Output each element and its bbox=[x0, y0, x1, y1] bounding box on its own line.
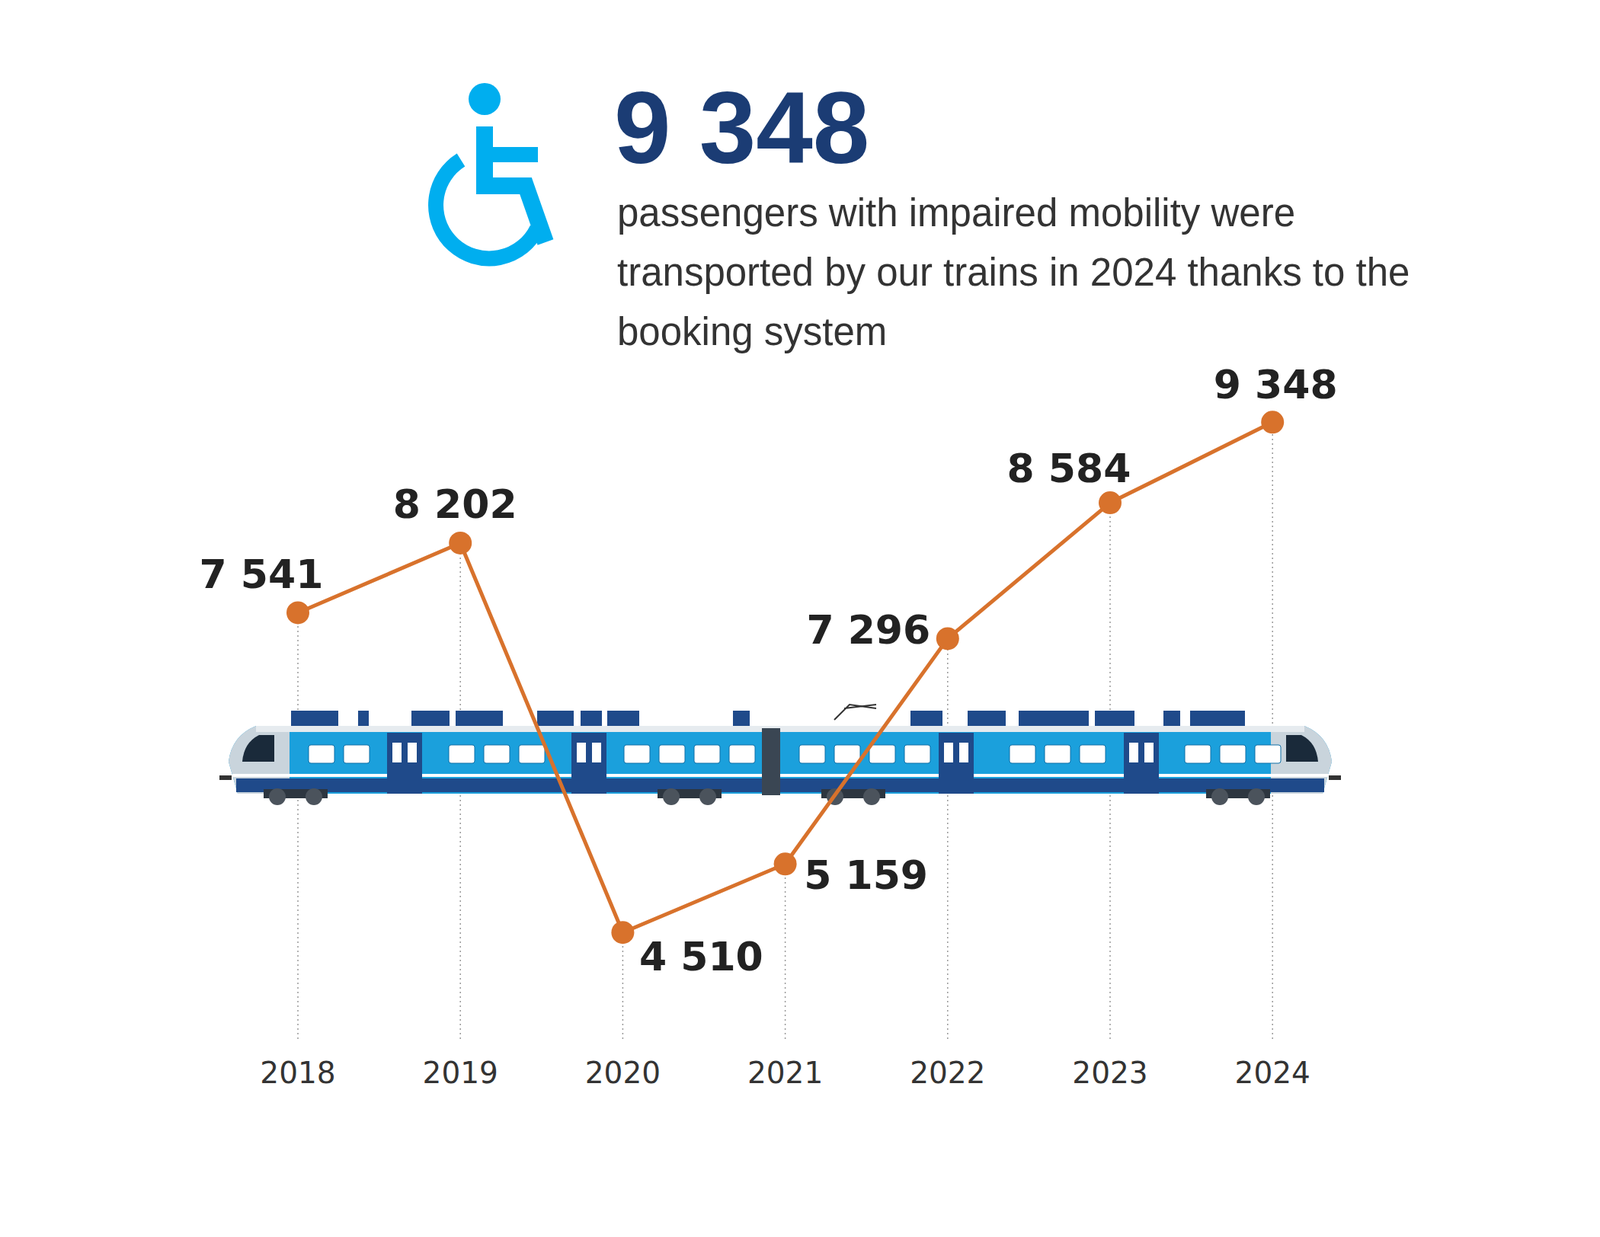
train-wheel bbox=[1248, 788, 1265, 806]
data-point bbox=[1260, 410, 1284, 434]
train-window bbox=[834, 745, 861, 764]
train-window bbox=[624, 745, 650, 764]
train-window bbox=[1254, 745, 1281, 764]
data-point bbox=[448, 531, 472, 555]
train-window bbox=[343, 745, 370, 764]
data-point bbox=[936, 627, 960, 650]
train-door bbox=[1123, 732, 1159, 794]
data-label: 5 159 bbox=[803, 852, 928, 899]
data-label: 8 584 bbox=[1007, 445, 1132, 492]
train-window bbox=[483, 745, 510, 764]
drop-line bbox=[947, 638, 949, 1040]
train-window bbox=[729, 745, 756, 764]
chart-canvas: 9 348passengers with impaired mobility w… bbox=[0, 0, 1600, 1237]
train-window bbox=[904, 745, 931, 764]
icon-head bbox=[468, 83, 501, 116]
wheelchair-icon bbox=[435, 83, 546, 259]
drop-line bbox=[622, 932, 624, 1040]
train-roof-box bbox=[580, 710, 602, 727]
train-cab-window bbox=[242, 735, 275, 762]
subtitle-line: passengers with impaired mobility were bbox=[617, 191, 1296, 235]
train-roof-box bbox=[291, 710, 339, 727]
train-wheel bbox=[662, 788, 680, 806]
data-point bbox=[774, 852, 797, 876]
train-wheel bbox=[305, 788, 323, 806]
train-door-window bbox=[576, 742, 586, 763]
train-window bbox=[659, 745, 685, 764]
train-door bbox=[938, 732, 974, 794]
train-window bbox=[448, 745, 475, 764]
train-wheel bbox=[268, 788, 286, 806]
train-window bbox=[308, 745, 335, 764]
x-tick-label: 2023 bbox=[1072, 1056, 1148, 1091]
train-roof-box bbox=[455, 710, 503, 727]
train-roof-box bbox=[1094, 710, 1135, 727]
x-tick-label: 2022 bbox=[909, 1056, 986, 1091]
icon-arm bbox=[484, 147, 538, 163]
x-tick-label: 2019 bbox=[422, 1056, 499, 1091]
data-point bbox=[286, 601, 310, 624]
x-tick-label: 2024 bbox=[1235, 1056, 1311, 1091]
x-tick-label: 2018 bbox=[259, 1056, 336, 1091]
train-window bbox=[1219, 745, 1246, 764]
plot-area bbox=[286, 410, 1284, 944]
train-cab-window bbox=[1286, 735, 1319, 762]
train-roof-box bbox=[1190, 710, 1245, 727]
drop-line bbox=[784, 864, 787, 1040]
data-label: 4 510 bbox=[639, 934, 764, 980]
train-door-window bbox=[1129, 742, 1139, 763]
train-door bbox=[387, 732, 423, 794]
train-roof-box bbox=[910, 710, 943, 727]
subtitle-line: transported by our trains in 2024 thanks… bbox=[617, 250, 1410, 295]
train-roof-box bbox=[411, 710, 450, 727]
train-wheel bbox=[699, 788, 717, 806]
train-coupler bbox=[219, 775, 232, 781]
train-window bbox=[694, 745, 720, 764]
data-point bbox=[611, 921, 634, 944]
train-door-window bbox=[1144, 742, 1154, 763]
train-roof-box bbox=[607, 710, 640, 727]
train-door-window bbox=[959, 742, 969, 763]
x-tick-label: 2020 bbox=[585, 1056, 661, 1091]
train-door-window bbox=[407, 742, 417, 763]
data-label: 9 348 bbox=[1213, 361, 1338, 408]
headline: 9 348 bbox=[614, 70, 870, 185]
train-door-window bbox=[944, 742, 954, 763]
train-roof-box bbox=[537, 710, 574, 727]
train-roof-box bbox=[732, 710, 750, 727]
data-line bbox=[297, 422, 1273, 933]
icon-body bbox=[484, 126, 546, 243]
train-window bbox=[869, 745, 896, 764]
train-roof-box bbox=[1018, 710, 1089, 727]
train-roof-box bbox=[358, 710, 369, 727]
x-tick-label: 2021 bbox=[747, 1056, 823, 1091]
train-door-window bbox=[392, 742, 402, 763]
train-window bbox=[1184, 745, 1211, 764]
subtitle: passengers with impaired mobility were tr… bbox=[617, 191, 1410, 354]
train-window bbox=[799, 745, 826, 764]
train-roof-box bbox=[1163, 710, 1181, 727]
train-door bbox=[571, 732, 607, 794]
train-window bbox=[1079, 745, 1106, 764]
train-window bbox=[1009, 745, 1036, 764]
train-wheel bbox=[1211, 788, 1229, 806]
train-wheel bbox=[863, 788, 880, 806]
train-joint bbox=[761, 728, 781, 796]
data-label: 7 296 bbox=[806, 607, 931, 653]
train-illustration bbox=[219, 704, 1341, 806]
train-door-window bbox=[592, 742, 602, 763]
train-window bbox=[518, 745, 545, 764]
train-roof-box bbox=[967, 710, 1006, 727]
train-pantograph bbox=[834, 704, 877, 720]
train-window bbox=[1044, 745, 1071, 764]
data-label: 8 202 bbox=[393, 481, 518, 528]
train-coupler bbox=[1328, 775, 1341, 781]
drop-line bbox=[297, 612, 299, 1040]
data-point bbox=[1098, 491, 1122, 515]
icon-wheel bbox=[435, 160, 538, 259]
data-label: 7 541 bbox=[199, 551, 324, 598]
subtitle-line: booking system bbox=[617, 310, 887, 354]
